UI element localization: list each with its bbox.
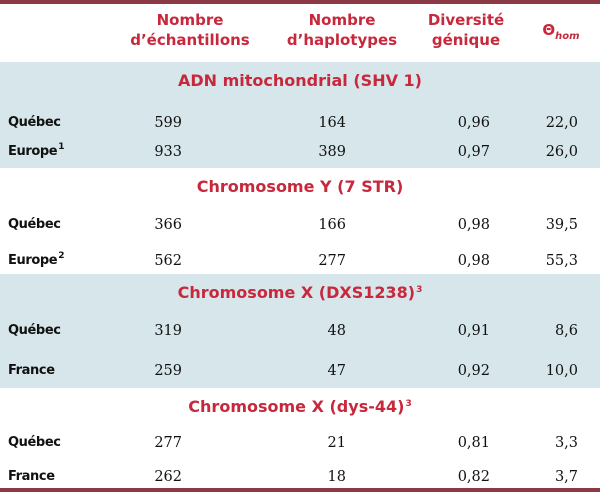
table-row: Europe1 933 389 0,97 26,0	[0, 139, 600, 165]
row-label: Québec	[8, 318, 61, 344]
cell-haplotypes: 277	[318, 253, 346, 269]
section-title-text: Chromosome Y (7 STR)	[196, 177, 404, 196]
cell-diversity: 0,96	[457, 115, 490, 131]
table-row: Québec 277 21 0,81 3,3	[0, 430, 600, 456]
section-title-text: Chromosome X (DXS1238)	[177, 283, 416, 302]
cell-theta: 10,0	[545, 363, 578, 379]
cell-samples: 366	[154, 217, 182, 233]
section-3: Chromosome X (DXS1238)3 Québec 319 48 0,91 8,…	[0, 274, 600, 388]
row-label: Québec	[8, 212, 61, 238]
header-theta: Θhom	[526, 20, 596, 47]
row-label: Europe2	[8, 248, 64, 274]
section-title: Chromosome X (DXS1238)3	[0, 278, 600, 308]
section-title: Chromosome X (dys-44)3	[0, 392, 600, 422]
cell-theta: 22,0	[545, 115, 578, 131]
row-label: Québec	[8, 430, 61, 456]
section-title: ADN mitochondrial (SHV 1)	[0, 66, 600, 96]
cell-diversity: 0,82	[457, 469, 490, 485]
cell-samples: 599	[154, 115, 182, 131]
cell-theta: 3,3	[554, 435, 578, 451]
row-label: Europe1	[8, 139, 64, 165]
section-title-footnote: 3	[416, 285, 423, 295]
header-samples-line2: d’échantillons	[130, 31, 250, 49]
row-label: France	[8, 464, 55, 490]
cell-diversity: 0,97	[457, 144, 490, 160]
section-1: ADN mitochondrial (SHV 1) Québec 599 164 0,9…	[0, 62, 600, 168]
cell-samples: 562	[154, 253, 182, 269]
row-label-text: France	[8, 363, 55, 378]
theta-symbol: Θ	[542, 21, 556, 39]
section-title-text: Chromosome X (dys-44)	[188, 397, 405, 416]
header-haplotypes-line2: d’haplotypes	[286, 31, 398, 49]
cell-diversity: 0,91	[457, 323, 490, 339]
header-diversity: Diversité génique	[416, 10, 516, 50]
row-label: France	[8, 358, 55, 384]
table-row: Europe2 562 277 0,98 55,3	[0, 248, 600, 274]
header-haplotypes-line1: Nombre	[308, 11, 376, 29]
section-title-footnote: 3	[405, 399, 412, 409]
header-diversity-line1: Diversité	[427, 11, 505, 29]
cell-haplotypes: 164	[318, 115, 346, 131]
row-label-text: Europe	[8, 253, 58, 268]
cell-diversity: 0,92	[457, 363, 490, 379]
row-label-text: France	[8, 469, 55, 484]
section-4: Chromosome X (dys-44)3 Québec 277 21 0,81 3,3…	[0, 388, 600, 488]
cell-theta: 8,6	[554, 323, 578, 339]
cell-theta: 39,5	[545, 217, 578, 233]
cell-haplotypes: 48	[327, 323, 346, 339]
section-title-text: ADN mitochondrial (SHV 1)	[178, 71, 422, 90]
row-label: Québec	[8, 110, 61, 136]
cell-haplotypes: 21	[327, 435, 346, 451]
row-label-text: Europe	[8, 144, 58, 159]
row-label-text: Québec	[8, 217, 61, 232]
section-2: Chromosome Y (7 STR) Québec 366 166 0,98 39,5…	[0, 168, 600, 274]
header-diversity-line2: génique	[431, 31, 501, 49]
row-label-footnote: 2	[58, 251, 65, 261]
cell-diversity: 0,98	[457, 253, 490, 269]
cell-samples: 277	[154, 435, 182, 451]
cell-haplotypes: 18	[327, 469, 346, 485]
header-samples: Nombre d’échantillons	[100, 10, 280, 50]
cell-samples: 259	[154, 363, 182, 379]
row-label-text: Québec	[8, 115, 61, 130]
cell-diversity: 0,81	[457, 435, 490, 451]
header-haplotypes: Nombre d’haplotypes	[272, 10, 412, 50]
section-title: Chromosome Y (7 STR)	[0, 172, 600, 202]
header-samples-line1: Nombre	[156, 11, 224, 29]
row-label-footnote: 1	[58, 142, 65, 152]
table-header: Nombre d’échantillons Nombre d’haplotype…	[0, 4, 600, 62]
cell-samples: 319	[154, 323, 182, 339]
cell-diversity: 0,98	[457, 217, 490, 233]
cell-haplotypes: 166	[318, 217, 346, 233]
row-label-text: Québec	[8, 435, 61, 450]
cell-samples: 262	[154, 469, 182, 485]
cell-haplotypes: 47	[327, 363, 346, 379]
cell-theta: 26,0	[545, 144, 578, 160]
table-row: France 262 18 0,82 3,7	[0, 464, 600, 490]
table-row: Québec 599 164 0,96 22,0	[0, 110, 600, 136]
theta-subscript: hom	[555, 31, 580, 42]
cell-haplotypes: 389	[318, 144, 346, 160]
row-label-text: Québec	[8, 323, 61, 338]
table-row: Québec 319 48 0,91 8,6	[0, 318, 600, 344]
table-row: Québec 366 166 0,98 39,5	[0, 212, 600, 238]
cell-theta: 3,7	[554, 469, 578, 485]
cell-samples: 933	[154, 144, 182, 160]
table-row: France 259 47 0,92 10,0	[0, 358, 600, 384]
cell-theta: 55,3	[545, 253, 578, 269]
